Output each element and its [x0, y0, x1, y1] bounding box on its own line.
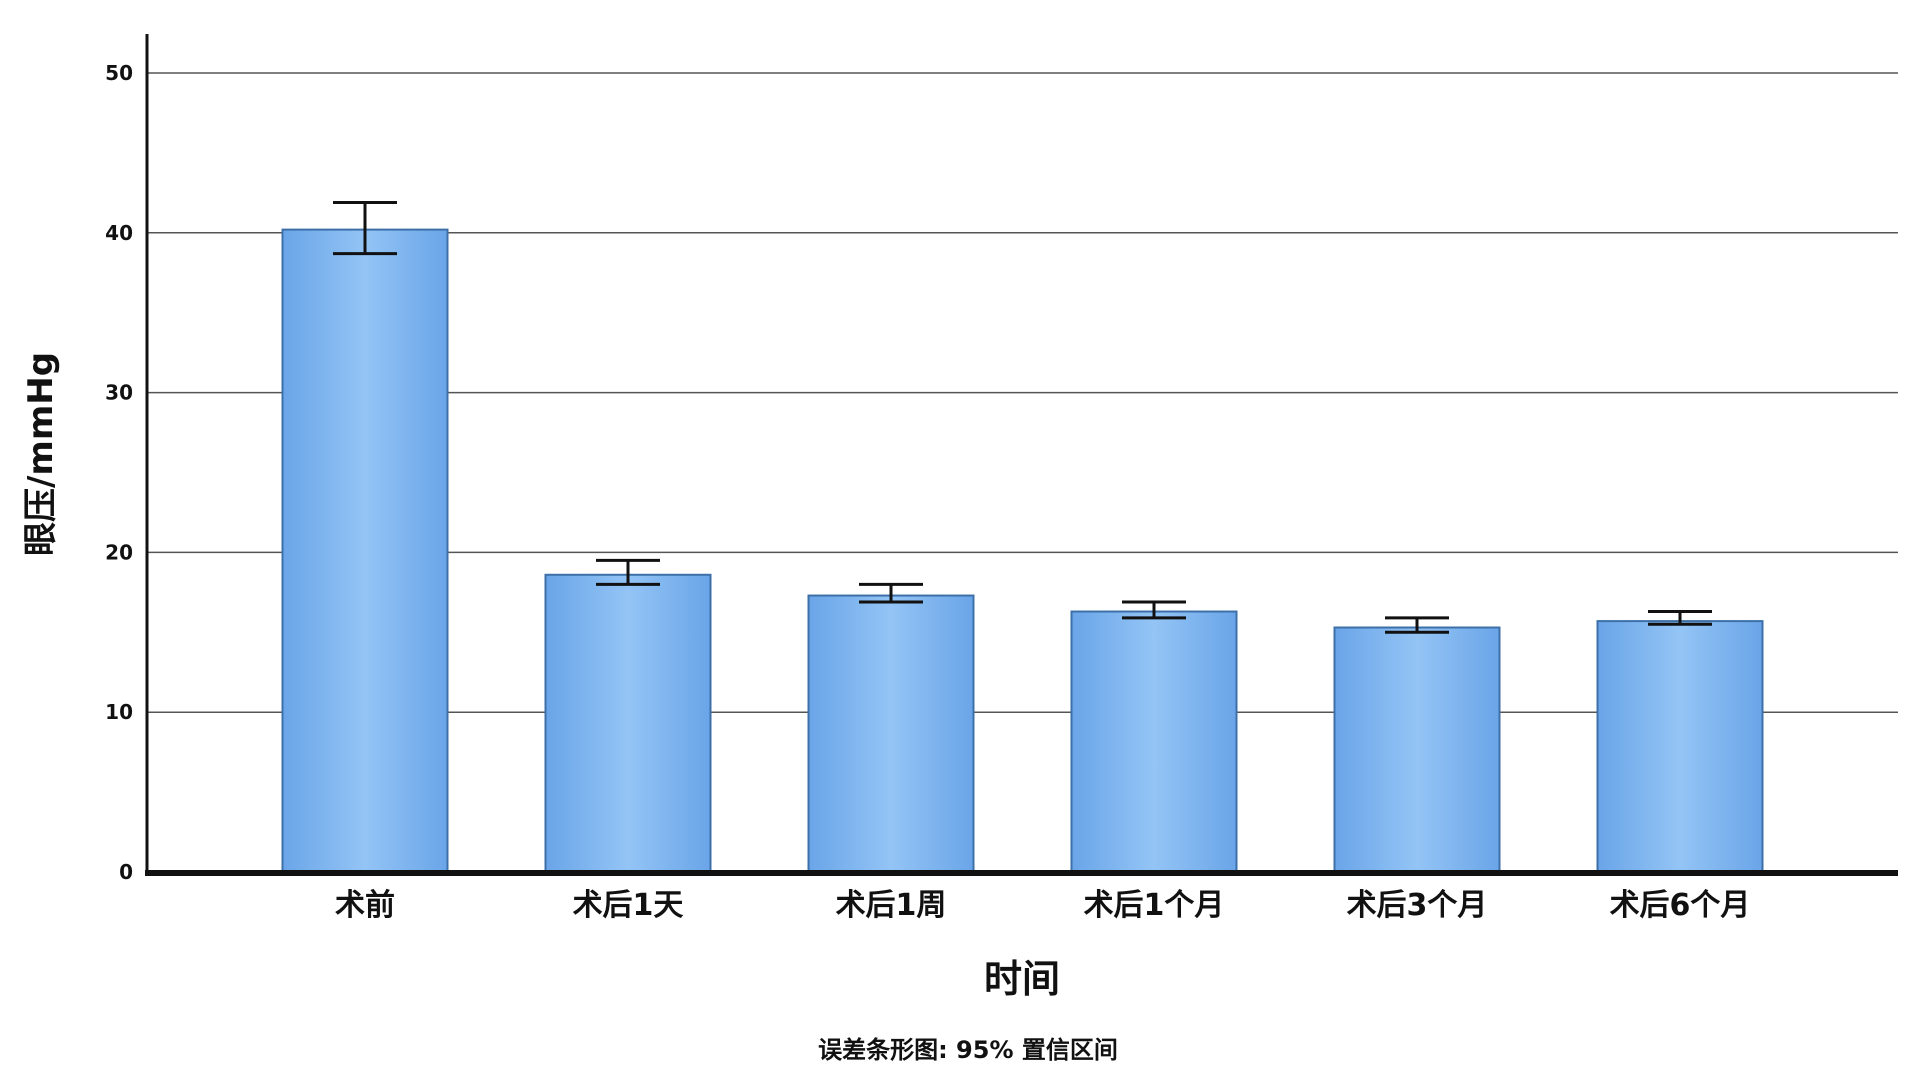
y-tick-label: 20: [105, 540, 133, 564]
x-axis-title: 时间: [984, 957, 1060, 1001]
x-tick-label: 术后6个月: [1610, 888, 1751, 923]
bar: [1333, 626, 1501, 873]
bar: [544, 573, 712, 873]
bars: [281, 228, 1764, 874]
y-tick-label: 30: [105, 381, 133, 405]
y-tick-label: 0: [119, 860, 133, 884]
y-tick-label: 10: [105, 700, 133, 724]
y-axis-title: 眼压/mmHg: [21, 352, 61, 556]
y-tick-labels: 0 10 20 30 40 50: [105, 61, 133, 884]
x-tick-label: 术后1个月: [1084, 888, 1225, 923]
y-tick-label: 50: [105, 61, 133, 85]
x-tick-label: 术前: [335, 888, 395, 923]
x-tick-label: 术后1周: [836, 888, 947, 923]
error-bars: [333, 200, 1712, 634]
bar: [807, 594, 975, 874]
bar: [1596, 620, 1764, 874]
x-tick-label: 术后3个月: [1347, 888, 1488, 923]
bar: [1070, 610, 1238, 873]
x-tick-label: 术后1天: [573, 888, 684, 923]
x-tick-labels: 术前 术后1天 术后1周 术后1个月 术后3个月 术后6个月: [335, 888, 1750, 923]
footnote: 误差条形图: 95% 置信区间: [818, 1036, 1118, 1064]
bar: [281, 228, 449, 873]
y-tick-label: 40: [105, 221, 133, 245]
